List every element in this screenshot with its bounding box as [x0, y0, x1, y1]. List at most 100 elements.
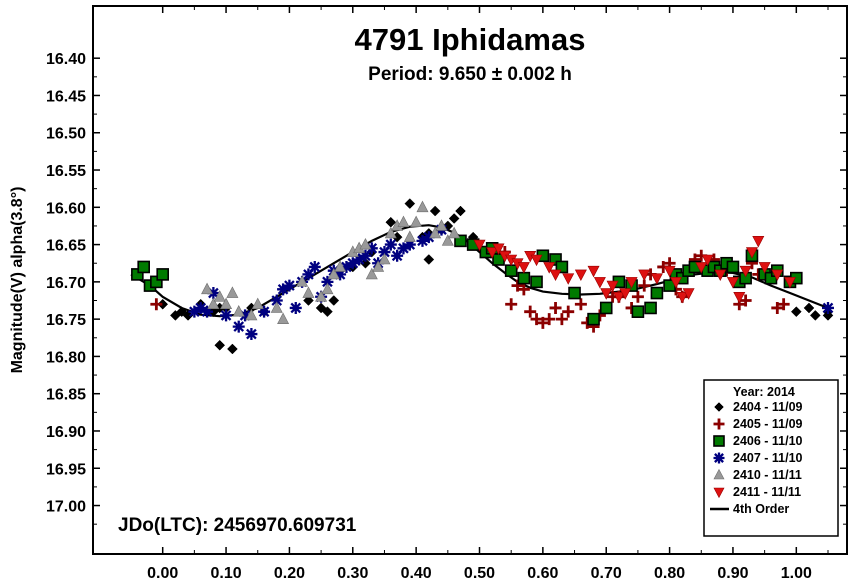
point-2411 [650, 273, 663, 285]
point-2406 [599, 301, 613, 315]
point-2406 [650, 286, 664, 300]
point-2410 [277, 312, 290, 324]
point-2410 [213, 290, 226, 302]
point-2410 [441, 234, 454, 246]
point-2411 [606, 280, 619, 293]
point-2405 [631, 290, 644, 303]
legend-label: 2410 - 11/11 [733, 468, 802, 482]
point-2404 [448, 213, 460, 224]
point-2410 [226, 286, 239, 298]
y-tick-label: 16.90 [46, 424, 86, 441]
x-tick-label: 0.10 [210, 565, 241, 582]
point-2407 [308, 260, 321, 273]
data-points-layer [131, 198, 834, 355]
point-2407 [245, 328, 258, 341]
legend-title: Year: 2014 [733, 385, 795, 399]
point-2410 [220, 297, 233, 310]
point-2411 [619, 288, 632, 300]
point-2407 [289, 301, 302, 314]
legend-label: 2405 - 11/09 [733, 417, 803, 431]
point-2405 [517, 283, 530, 296]
series-2406 [131, 234, 803, 326]
legend: Year: 2014 2404 - 11/09 2405 - 11/09 2406 … [703, 379, 839, 537]
point-2404 [328, 295, 340, 306]
point-2411 [726, 277, 739, 289]
point-2410 [207, 297, 220, 310]
point-2410 [378, 252, 391, 265]
y-tick-label: 16.55 [46, 163, 86, 180]
chart-subtitle: Period: 9.650 ± 0.002 h [368, 64, 572, 85]
point-2411 [733, 291, 746, 304]
point-2407 [321, 275, 334, 288]
point-2411 [600, 288, 613, 300]
point-2410 [302, 286, 315, 298]
point-2411 [473, 239, 486, 252]
point-2411 [783, 277, 796, 289]
point-2411 [574, 269, 587, 282]
point-2407 [378, 246, 391, 259]
point-2410 [359, 237, 372, 250]
point-2410 [429, 226, 442, 239]
point-2407 [416, 234, 429, 247]
point-2405 [150, 298, 163, 311]
point-2411 [587, 265, 600, 278]
y-tick-label: 16.40 [46, 51, 86, 68]
point-2410 [315, 290, 328, 302]
x-axis-tick-labels: 0.00 0.10 0.20 0.30 0.40 0.50 0.60 0.70 0.80 0.90… [147, 565, 812, 582]
point-2411 [562, 273, 575, 285]
legend-label: 4th Order [733, 502, 789, 516]
point-2405 [739, 294, 752, 307]
y-tick-label: 16.95 [46, 461, 86, 478]
y-tick-label: 16.80 [46, 349, 86, 366]
point-2405 [524, 305, 537, 318]
point-2407 [391, 249, 404, 262]
point-2411 [549, 269, 562, 282]
point-2404 [227, 343, 238, 355]
x-tick-label: 0.50 [464, 565, 495, 582]
point-2407 [232, 320, 245, 333]
legend-label: 2404 - 11/09 [733, 400, 803, 414]
series-2411 [473, 236, 796, 304]
point-2410 [201, 282, 214, 295]
point-2407 [353, 253, 366, 266]
x-tick-label: 0.40 [401, 565, 432, 582]
point-2411 [701, 254, 714, 267]
y-tick-label: 16.45 [46, 88, 86, 105]
legend-marker-2410 [713, 468, 725, 480]
point-2411 [676, 291, 689, 304]
point-2411 [682, 288, 695, 300]
point-2406 [530, 275, 543, 289]
y-tick-label: 17.00 [46, 499, 86, 516]
point-2411 [739, 265, 752, 278]
point-2405 [562, 305, 575, 318]
point-2407 [403, 238, 416, 251]
point-2407 [397, 242, 410, 255]
point-2411 [638, 269, 651, 282]
point-2404 [455, 205, 466, 217]
point-2410 [416, 200, 429, 213]
point-2411 [758, 262, 771, 274]
x-tick-label: 0.30 [337, 565, 368, 582]
point-2411 [492, 243, 505, 255]
point-2405 [543, 313, 556, 326]
point-2410 [448, 226, 461, 239]
point-2405 [638, 279, 651, 292]
point-2405 [530, 313, 543, 326]
point-2410 [372, 260, 385, 272]
point-2404 [429, 205, 441, 217]
point-2404 [803, 302, 815, 314]
point-2405 [549, 301, 562, 314]
point-2410 [397, 215, 410, 228]
point-2411 [663, 265, 676, 278]
legend-label: 2407 - 11/10 [733, 451, 803, 465]
point-2410 [296, 275, 309, 287]
point-2411 [486, 247, 499, 259]
legend-marker-2407 [713, 452, 725, 464]
epoch-annotation: JDo(LTC): 2456970.609731 [118, 515, 357, 536]
point-2406 [454, 234, 467, 248]
series-2410 [201, 200, 461, 324]
point-2407 [359, 249, 372, 262]
point-2411 [517, 262, 530, 274]
point-2410 [251, 297, 264, 310]
